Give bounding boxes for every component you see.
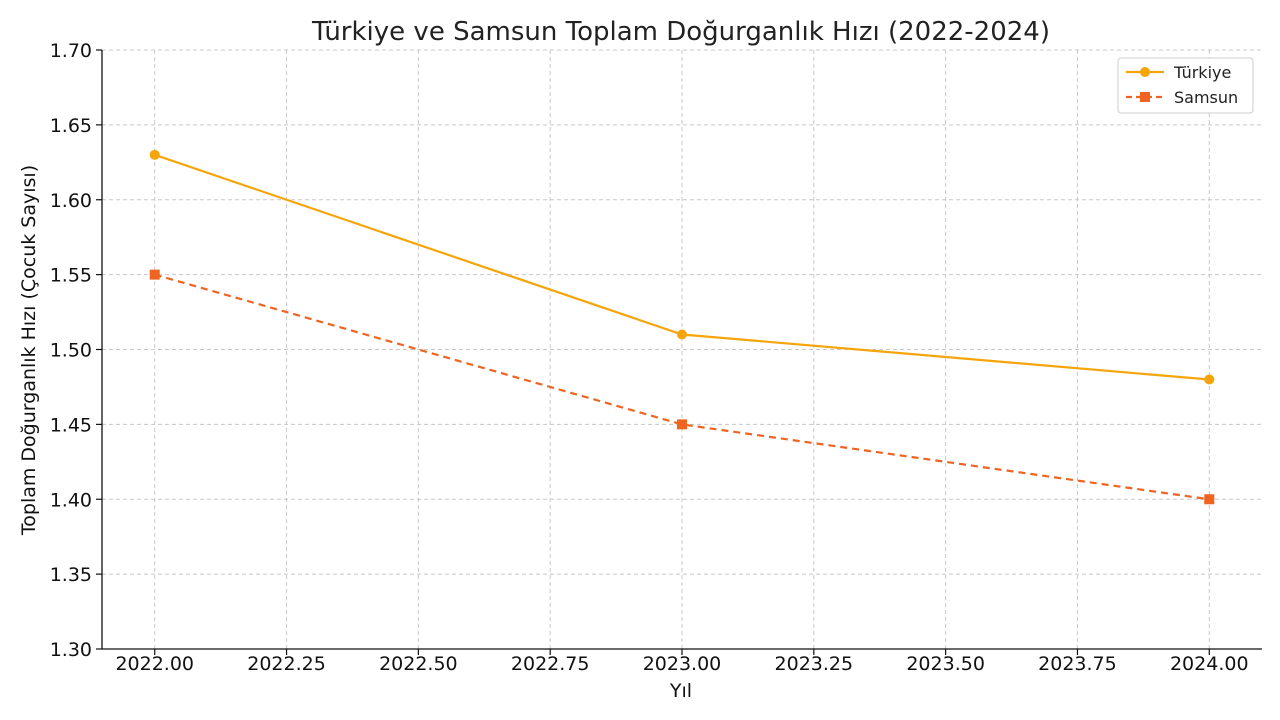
y-tick-label: 1.45 xyxy=(50,414,92,436)
chart-title: Türkiye ve Samsun Toplam Doğurganlık Hız… xyxy=(311,17,1050,47)
series-t-rkiye xyxy=(149,149,1215,385)
legend-item-t-rkiye: Türkiye xyxy=(1126,63,1231,82)
x-tick-label: 2022.25 xyxy=(247,653,326,675)
x-tick-label: 2023.50 xyxy=(906,653,985,675)
data-point-samsun xyxy=(1204,494,1215,505)
series xyxy=(149,149,1215,505)
y-tick-label: 1.65 xyxy=(50,115,92,137)
legend-swatch-marker xyxy=(1140,67,1150,77)
y-tick-label: 1.35 xyxy=(50,564,92,586)
x-tick-label: 2022.50 xyxy=(379,653,458,675)
y-tick-label: 1.55 xyxy=(50,265,92,287)
y-axis-label: Toplam Doğurganlık Hızı (Çocuk Sayısı) xyxy=(18,165,40,536)
data-point-t-rkiye xyxy=(677,329,687,340)
axes xyxy=(101,50,1262,650)
legend-item-samsun: Samsun xyxy=(1126,88,1238,107)
data-point-samsun xyxy=(677,419,687,430)
y-tick-label: 1.60 xyxy=(50,190,92,212)
legend-label: Türkiye xyxy=(1173,63,1231,82)
data-point-t-rkiye xyxy=(149,149,160,160)
y-tick-label: 1.70 xyxy=(50,40,92,62)
data-point-samsun xyxy=(149,269,160,280)
y-axis-ticks: 1.30 1.35 1.40 1.45 1.50 1.55 1.60 1.65 1.70 xyxy=(50,40,102,661)
series-samsun xyxy=(149,269,1215,505)
legend-swatch-marker xyxy=(1140,92,1150,102)
x-tick-label: 2022.75 xyxy=(511,653,590,675)
x-tick-label: 2023.00 xyxy=(643,653,722,675)
x-tick-label: 2023.75 xyxy=(1038,653,1117,675)
x-axis-ticks: 2022.00 2022.25 2022.50 2022.75 2023.00 2023.… xyxy=(115,649,1249,675)
series-line-samsun xyxy=(154,273,1210,501)
x-tick-label: 2022.00 xyxy=(115,653,194,675)
y-tick-label: 1.40 xyxy=(50,489,92,511)
legend: Türkiye Samsun xyxy=(1117,57,1254,114)
x-axis-label: Yıl xyxy=(669,680,692,702)
y-tick-label: 1.30 xyxy=(50,639,92,661)
data-point-t-rkiye xyxy=(1204,374,1215,385)
x-tick-label: 2024.00 xyxy=(1170,653,1249,675)
grid xyxy=(102,49,1262,650)
y-tick-label: 1.50 xyxy=(50,340,92,362)
x-tick-label: 2023.25 xyxy=(775,653,854,675)
legend-label: Samsun xyxy=(1174,88,1238,107)
